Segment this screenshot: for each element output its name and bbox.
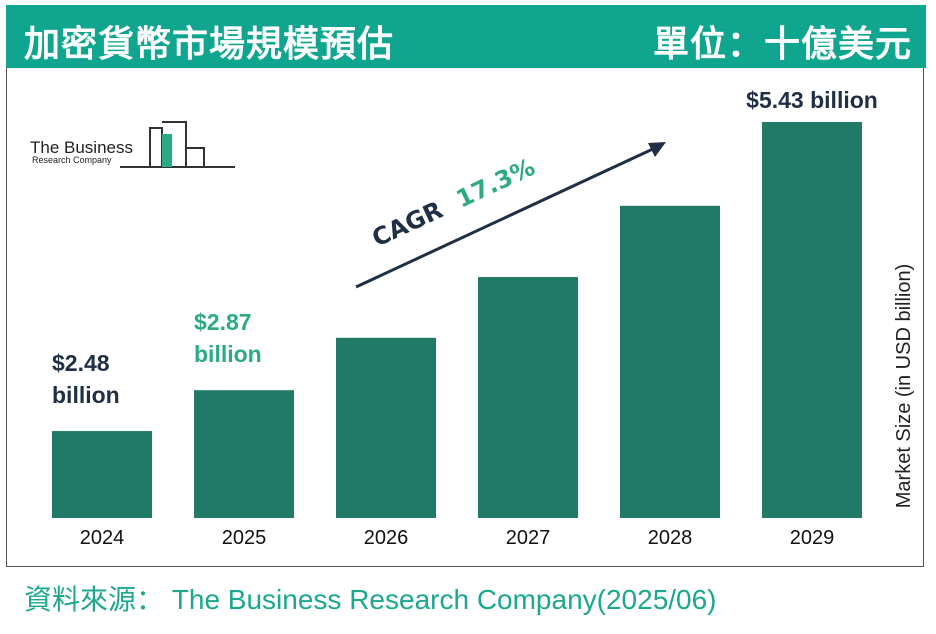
- x-tick-2028: 2028: [648, 527, 693, 549]
- data-label-2025-0: $2.87: [194, 309, 252, 335]
- bar-2029: [762, 122, 862, 518]
- x-tick-2024: 2024: [80, 527, 125, 549]
- logo-line-1: The Business: [30, 138, 133, 157]
- y-axis-label: Market Size (in USD billion): [893, 264, 915, 509]
- bars-layer: [52, 122, 862, 519]
- logo-line-2: Research Company: [32, 155, 112, 165]
- data-label-2029-0: $5.43 billion: [746, 87, 878, 113]
- unit-label: 單位：十億美元: [652, 24, 912, 65]
- logo-graphic: [120, 121, 235, 168]
- data-label-2024-1: billion: [52, 382, 120, 408]
- x-tick-labels: 2024 2025 2026 2027 2028 2029: [80, 527, 835, 549]
- cagr-value: 17.3%: [452, 153, 539, 213]
- data-labels: $2.48 billion $2.87 billion $5.43 billion: [52, 87, 878, 408]
- data-label-2024-0: $2.48: [52, 350, 110, 376]
- bar-2027: [478, 277, 578, 518]
- cagr-annotation: CAGR 17.3%: [355, 142, 666, 289]
- chart-frame: [6, 68, 924, 567]
- source-note: 資料來源： The Business Research Company(2025…: [24, 584, 717, 615]
- data-label-2025-1: billion: [194, 341, 262, 367]
- bar-2026: [336, 337, 436, 518]
- cagr-text: CAGR 17.3%: [368, 153, 539, 252]
- x-tick-2025: 2025: [222, 527, 267, 549]
- x-tick-2026: 2026: [364, 527, 409, 549]
- company-logo: The Business Research Company: [30, 118, 240, 172]
- header-banner: 加密貨幣市場規模預估 單位：十億美元: [6, 5, 926, 68]
- cagr-prefix: CAGR: [368, 196, 447, 253]
- bar-2025: [194, 390, 294, 518]
- x-tick-2027: 2027: [506, 527, 551, 549]
- logo-buildings-icon: [120, 121, 235, 168]
- chart-title: 加密貨幣市場規模預估: [24, 24, 395, 65]
- bar-2028: [620, 205, 720, 519]
- cagr-arrow-line: [355, 146, 656, 289]
- cagr-arrow-head: [648, 142, 666, 157]
- x-tick-2029: 2029: [790, 527, 835, 549]
- logo-accent-bar: [162, 134, 172, 167]
- bar-2024: [52, 431, 152, 518]
